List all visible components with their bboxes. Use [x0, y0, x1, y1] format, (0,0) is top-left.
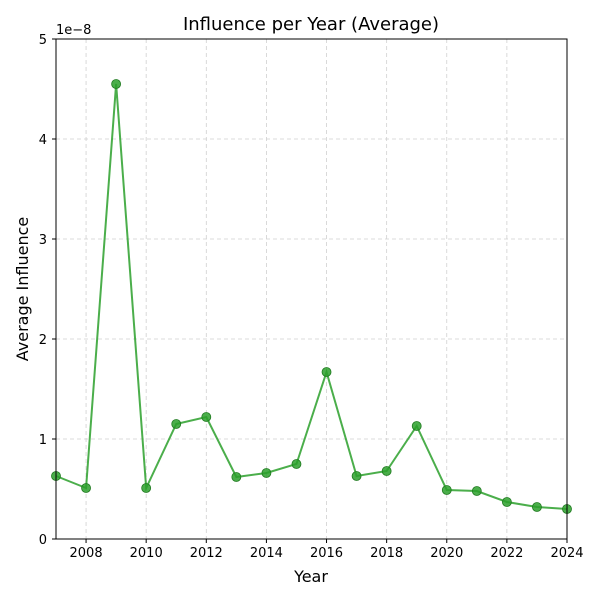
- data-point: [532, 502, 542, 512]
- y-tick-label: 5: [39, 33, 47, 48]
- x-tick-label: 2010: [130, 546, 163, 561]
- data-point: [321, 367, 332, 377]
- x-tick-label: 2018: [370, 546, 403, 561]
- y-axis-label: Average Influence: [13, 217, 32, 362]
- x-tick-label: 2012: [190, 546, 223, 561]
- x-tick-label: 2024: [550, 546, 583, 561]
- x-axis-label: Year: [293, 567, 328, 586]
- data-point: [261, 468, 272, 478]
- data-point: [231, 472, 242, 482]
- y-tick-label: 2: [39, 333, 47, 348]
- data-point: [501, 497, 512, 507]
- data-point: [81, 483, 91, 493]
- y-tick-label: 1: [39, 433, 47, 448]
- data-point: [411, 421, 422, 431]
- plot-frame: [55, 38, 568, 540]
- data-point: [351, 471, 362, 481]
- axis-ticks: 2008 2010 2012 2014 2016 2018 2020 2022 2024 0 1 2 3…: [39, 33, 584, 561]
- data-point: [471, 486, 482, 496]
- y-tick-label: 0: [39, 533, 47, 548]
- x-tick-label: 2008: [70, 546, 103, 561]
- data-point: [201, 412, 212, 422]
- chart-title: Influence per Year (Average): [183, 14, 439, 35]
- series-layer: [51, 79, 572, 514]
- data-point: [441, 485, 452, 495]
- x-tick-label: 2022: [490, 546, 523, 561]
- data-point: [141, 483, 152, 493]
- x-tick-label: 2016: [310, 546, 343, 561]
- data-point: [111, 79, 122, 89]
- y-offset-label: 1e−8: [56, 23, 91, 38]
- y-tick-label: 4: [39, 133, 47, 148]
- y-tick-label: 3: [39, 233, 47, 248]
- series-line: [55, 83, 568, 510]
- x-tick-label: 2020: [430, 546, 463, 561]
- grid-lines: [56, 38, 568, 540]
- data-point: [171, 419, 182, 429]
- data-point: [381, 466, 392, 476]
- data-point: [291, 459, 302, 469]
- x-tick-label: 2014: [250, 546, 283, 561]
